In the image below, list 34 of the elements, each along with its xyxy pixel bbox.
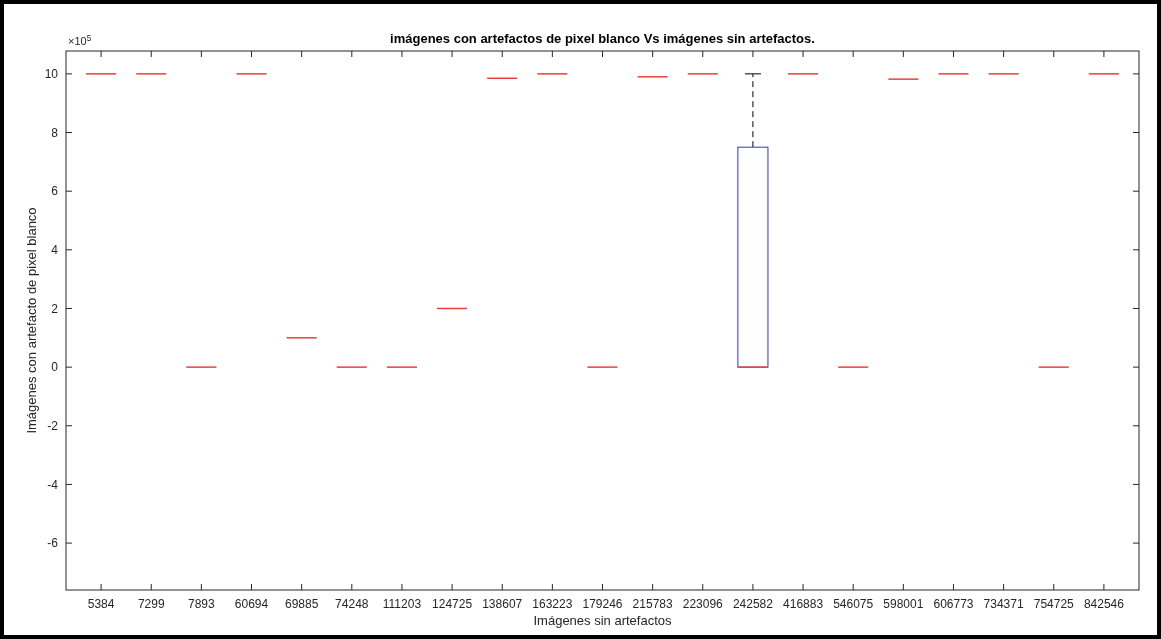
y-tick-label: -6: [47, 536, 59, 551]
x-tick-label: 842546: [1083, 597, 1125, 611]
y-tick-label: -4: [47, 477, 59, 492]
x-tick-label: 74248: [335, 597, 369, 611]
x-tick-label: 5384: [87, 597, 115, 611]
x-tick-label: 606773: [933, 597, 974, 611]
x-tick-label: 111203: [382, 597, 422, 611]
x-tick-label: 138607: [482, 597, 523, 611]
y-tick-label: -2: [47, 418, 59, 433]
x-tick-label: 163223: [532, 597, 573, 611]
x-tick-label: 7893: [188, 597, 216, 611]
y-axis-title: Imágenes con artefacto de pixel blanco: [24, 207, 39, 434]
x-tick-label: 124725: [432, 597, 473, 611]
y-tick-label: 4: [51, 243, 59, 258]
x-tick-label: 242582: [732, 597, 774, 611]
x-tick-label: 7299: [137, 597, 165, 611]
y-tick-label: 6: [51, 184, 59, 199]
text: ×10$^{5}$: [68, 33, 92, 47]
x-tick-label: 734371: [983, 597, 1024, 611]
x-tick-label: 69885: [284, 597, 319, 611]
x-tick-label: 179246: [582, 597, 623, 611]
x-tick-label: 754725: [1033, 597, 1075, 611]
y-tick-label: 10: [44, 67, 59, 82]
x-tick-label: 60694: [234, 597, 269, 611]
y-tick-label: 8: [51, 125, 59, 140]
x-tick-label: 546075: [833, 597, 874, 611]
x-tick-label: 416883: [783, 597, 824, 611]
x-axis-title: Imágenes sin artefactos: [533, 613, 672, 628]
x-tick-label: 223096: [682, 597, 724, 611]
x-tick-label: 215783: [632, 597, 673, 611]
y-tick-label: 2: [51, 301, 59, 316]
y-tick-label: 0: [51, 360, 59, 375]
chart-title: imágenes con artefactos de pixel blanco Vs imágenes sin artefactos.: [390, 31, 815, 46]
x-tick-label: 598001: [883, 597, 924, 611]
